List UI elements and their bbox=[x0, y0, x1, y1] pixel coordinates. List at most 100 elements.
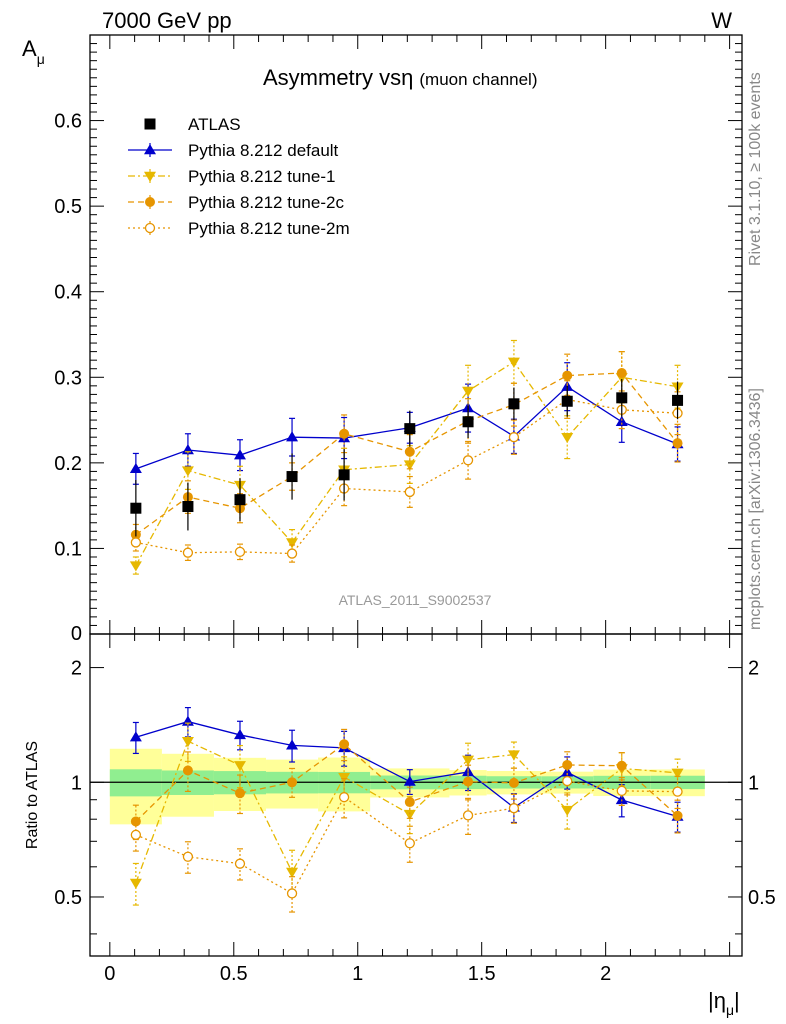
data-point bbox=[462, 386, 475, 397]
x-axis-label: |ημ| bbox=[708, 988, 740, 1018]
data-point bbox=[403, 460, 416, 471]
ratio-point bbox=[129, 878, 142, 889]
rivet-version-label: Rivet 3.1.10, ≥ 100k events bbox=[747, 72, 764, 266]
y-tick-label-ratio-right: 1 bbox=[748, 772, 759, 794]
data-point bbox=[562, 370, 573, 381]
legend: ATLAS Pythia 8.212 default Pythia 8.212 tu… bbox=[128, 115, 350, 238]
y-tick-label-main: 0.1 bbox=[54, 538, 82, 560]
header-boson-label: W bbox=[711, 8, 732, 33]
series-tune1 bbox=[129, 339, 684, 575]
legend-label-tune2m: Pythia 8.212 tune-2m bbox=[188, 219, 350, 238]
y-tick-label-main: 0.3 bbox=[54, 367, 82, 389]
x-tick-label: 1 bbox=[352, 963, 363, 985]
ratio-point bbox=[287, 777, 298, 788]
y-tick-label-main: 0.2 bbox=[54, 453, 82, 475]
ratio-series-line bbox=[135, 780, 678, 895]
y-tick-label-ratio: 1 bbox=[71, 772, 82, 794]
ratio-point bbox=[404, 797, 415, 808]
ratio-point bbox=[616, 760, 627, 771]
ratio-point bbox=[234, 858, 246, 869]
data-point bbox=[234, 546, 246, 558]
data-point bbox=[286, 471, 298, 483]
ratio-point bbox=[561, 805, 574, 817]
ratio-point bbox=[508, 803, 520, 814]
header-process-label: 7000 GeV pp bbox=[102, 8, 232, 33]
chart-title-sub: (muon channel) bbox=[419, 70, 537, 89]
data-point bbox=[130, 537, 142, 548]
x-tick-label: 2 bbox=[600, 963, 611, 985]
data-point bbox=[404, 486, 415, 498]
ratio-point bbox=[508, 777, 519, 788]
ratio-plot-frame bbox=[89, 633, 743, 957]
ratio-point bbox=[672, 810, 683, 821]
ratio-point bbox=[463, 776, 474, 787]
data-point bbox=[462, 416, 474, 428]
ratio-point bbox=[286, 739, 299, 750]
y-axis-label-sub: μ bbox=[37, 51, 45, 67]
y-tick-label-ratio: 0.5 bbox=[54, 887, 82, 909]
y-tick-label-main: 0.6 bbox=[54, 111, 82, 133]
ratio-point bbox=[562, 759, 573, 770]
ratio-point bbox=[507, 750, 520, 761]
analysis-tag: ATLAS_2011_S9002537 bbox=[339, 592, 492, 608]
ratio-point bbox=[403, 775, 416, 786]
y-tick-label-ratio-right: 2 bbox=[748, 658, 759, 680]
legend-marker bbox=[144, 171, 156, 182]
data-point bbox=[130, 502, 142, 514]
data-point bbox=[286, 548, 298, 559]
data-point bbox=[508, 432, 520, 443]
data-point bbox=[672, 394, 684, 406]
ratio-point bbox=[130, 829, 142, 840]
data-point bbox=[615, 415, 628, 426]
ratio-point bbox=[615, 793, 628, 805]
ratio-point bbox=[233, 761, 246, 772]
ratio-point bbox=[403, 809, 416, 821]
data-point bbox=[182, 547, 194, 558]
x-tick-label: 0 bbox=[104, 963, 115, 985]
legend-label-default: Pythia 8.212 default bbox=[188, 141, 339, 160]
ratio-point bbox=[286, 867, 299, 878]
legend-marker bbox=[144, 118, 156, 130]
y-tick-label-zero: 0 bbox=[71, 623, 82, 645]
data-point bbox=[338, 469, 350, 481]
data-point bbox=[286, 538, 299, 549]
data-point bbox=[404, 446, 415, 457]
data-point bbox=[508, 398, 520, 410]
legend-label-tune2c: Pythia 8.212 tune-2c bbox=[188, 193, 344, 212]
x-tick-label: 1.5 bbox=[468, 963, 496, 985]
x-tick-label: 0.5 bbox=[220, 963, 248, 985]
data-point bbox=[129, 561, 142, 572]
ratio-point bbox=[338, 772, 351, 784]
data-point bbox=[561, 395, 573, 407]
ratio-point bbox=[286, 888, 298, 899]
data-point bbox=[672, 438, 683, 449]
x-axis-ticks bbox=[109, 35, 731, 956]
ratio-point bbox=[182, 765, 193, 776]
data-point bbox=[182, 500, 194, 512]
data-point bbox=[234, 494, 246, 506]
data-point bbox=[616, 368, 627, 379]
ratio-point bbox=[462, 810, 474, 821]
mcplots-credit-label: mcplots.cern.ch [arXiv:1306.3436] bbox=[747, 388, 764, 630]
data-point bbox=[507, 357, 520, 368]
data-point bbox=[233, 449, 246, 460]
y-axis-label-main: Aμ bbox=[22, 36, 45, 67]
data-point bbox=[404, 423, 416, 435]
ratio-point bbox=[616, 785, 627, 797]
ratio-point bbox=[672, 786, 683, 797]
y-tick-label-ratio: 2 bbox=[71, 658, 82, 680]
data-point bbox=[339, 428, 350, 439]
ratio-point bbox=[181, 736, 194, 748]
ratio-point bbox=[182, 851, 194, 862]
ratio-point bbox=[338, 792, 350, 803]
legend-marker bbox=[145, 197, 155, 207]
data-point bbox=[181, 466, 194, 477]
ratio-point bbox=[671, 768, 684, 779]
ratio-point bbox=[562, 775, 573, 787]
chart-title-symbol: η bbox=[401, 65, 413, 90]
legend-label-tune1: Pythia 8.212 tune-1 bbox=[188, 167, 335, 186]
legend-marker bbox=[144, 222, 156, 234]
y-tick-label-ratio-right: 0.5 bbox=[748, 887, 776, 909]
data-point bbox=[616, 392, 628, 404]
data-point bbox=[286, 431, 299, 442]
